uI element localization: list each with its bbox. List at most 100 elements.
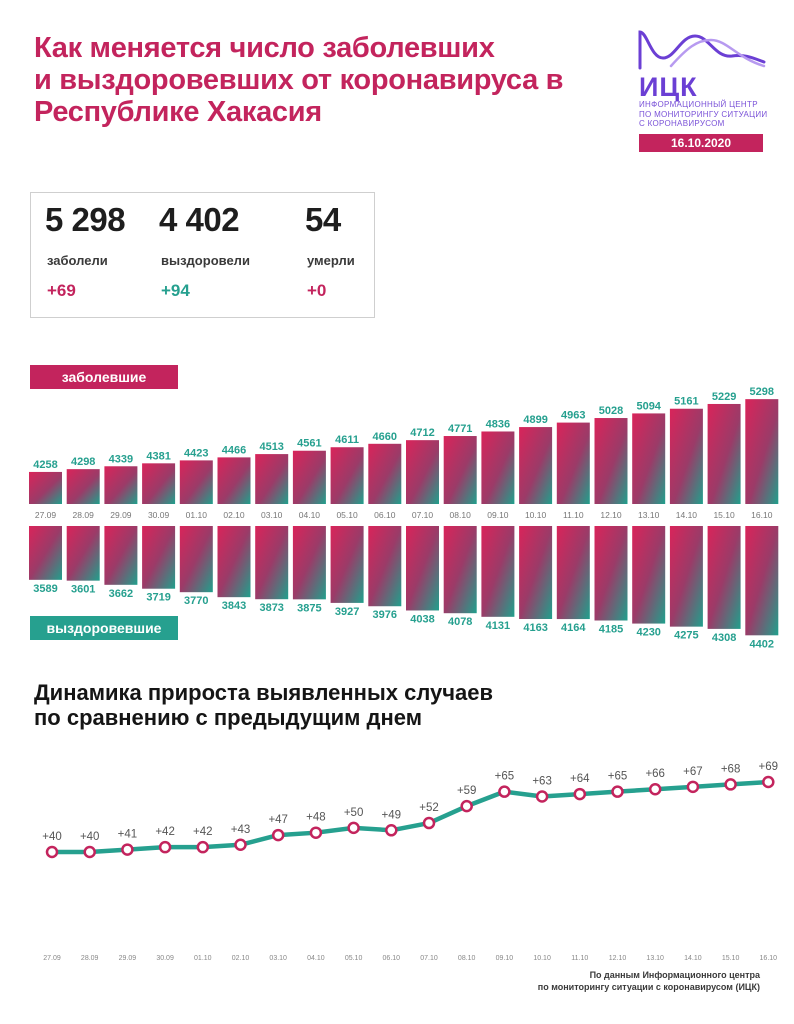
date-tick-label: 07.10 — [412, 510, 434, 520]
cases-value-label: 4660 — [373, 431, 397, 443]
cases-value-label: 4963 — [561, 410, 585, 422]
recovered-value-label: 3843 — [222, 600, 246, 612]
date-tick-label: 28.09 — [73, 510, 95, 520]
increase-value-label: +40 — [80, 831, 100, 843]
increase-value-label: +50 — [344, 807, 364, 819]
increase-point — [309, 826, 323, 839]
date-tick-label: 16.10 — [751, 510, 773, 520]
cases-bar — [406, 440, 439, 504]
cases-bar — [632, 413, 666, 504]
cases-bar — [217, 457, 251, 504]
cases-bar — [594, 418, 628, 504]
line-date-label: 15.10 — [722, 955, 740, 962]
title-line: и выздоровевших от коронавируса в — [34, 64, 564, 96]
cases-bar — [292, 450, 326, 504]
cases-value-label: 4423 — [184, 447, 208, 459]
recovered-value-label: 4164 — [561, 622, 586, 634]
increase-point — [45, 845, 59, 859]
line-chart-title: Динамика прироста выявленных случаев по … — [34, 680, 594, 730]
date-tick-label: 30.09 — [148, 510, 170, 520]
line-date-label: 07.10 — [420, 955, 438, 962]
date-tick-label: 27.09 — [35, 510, 57, 520]
increase-point — [498, 785, 511, 798]
cases-value-label: 4513 — [259, 441, 283, 453]
daily-increase-line-chart: +40 +40 +41 +42 +42 +43 +47 +48 +50 +49 +52 +59 +65 +… — [42, 761, 779, 962]
recovered-bar — [255, 526, 289, 600]
line-date-label: 16.10 — [760, 955, 778, 962]
line-date-label: 27.09 — [43, 955, 61, 962]
increase-value-label: +65 — [495, 771, 515, 783]
recovered-value-label: 4230 — [636, 627, 660, 639]
recovered-bar — [292, 526, 326, 600]
line-date-label: 01.10 — [194, 955, 212, 962]
wave-logo-icon — [638, 30, 766, 70]
date-tick-label: 05.10 — [336, 510, 358, 520]
recovered-bar — [669, 526, 703, 627]
increase-value-label: +69 — [759, 761, 779, 773]
line-date-label: 11.10 — [571, 955, 588, 962]
recovered-bar — [330, 526, 364, 603]
logo-abbr: ИЦК — [639, 72, 698, 102]
recovered-bar — [707, 526, 741, 629]
date-tick-label: 11.10 — [563, 510, 584, 520]
recovered-value-label: 4078 — [448, 616, 472, 628]
increase-value-label: +41 — [118, 829, 138, 841]
recovered-bar — [368, 526, 402, 607]
date-tick-label: 12.10 — [600, 510, 622, 520]
logo-sub-line: ПО МОНИТОРИНГУ СИТУАЦИИ — [639, 109, 768, 119]
recovered-bar — [632, 526, 666, 624]
recovered-value-label: 4402 — [750, 638, 774, 650]
cases-value-label: 4712 — [410, 427, 434, 439]
increase-point — [762, 775, 775, 789]
line-date-label: 28.09 — [81, 955, 99, 962]
source-line: По данным Информационного центра — [589, 970, 760, 980]
cases-bar — [368, 443, 402, 504]
increase-point — [611, 785, 624, 798]
increase-point — [686, 780, 700, 794]
cases-bar — [142, 463, 176, 504]
date-tick-label: 02.10 — [223, 510, 245, 520]
line-date-label: 13.10 — [646, 955, 664, 962]
increase-point — [158, 840, 172, 854]
recovered-bar — [745, 526, 779, 636]
page-title: Как меняется число заболевших и выздоров… — [34, 32, 594, 128]
cases-bar — [330, 447, 364, 504]
increase-point — [234, 838, 247, 852]
recovered-value-label: 4131 — [486, 620, 510, 632]
source-line: по мониторингу ситуации с коронавирусом … — [537, 982, 760, 992]
line-date-label: 05.10 — [345, 955, 363, 962]
increase-value-label: +68 — [721, 763, 741, 775]
cases-value-label: 4561 — [297, 438, 321, 450]
line-date-label: 04.10 — [307, 955, 325, 962]
increase-point — [648, 782, 662, 796]
cases-recovered-bar-chart: 4258 4298 4339 4381 4423 4466 4513 4561 4611 4660… — [29, 386, 779, 650]
stat-label: заболели — [47, 253, 108, 268]
subtitle-line: Динамика прироста выявленных случаев — [34, 680, 494, 705]
recovered-value-label: 3719 — [146, 592, 170, 604]
cases-bar — [255, 454, 289, 504]
cases-value-label: 4899 — [523, 414, 547, 426]
line-date-label: 09.10 — [496, 955, 514, 962]
recovered-bar — [481, 526, 515, 617]
cases-bar — [556, 422, 590, 504]
increase-value-label: +49 — [382, 809, 402, 821]
increase-point — [422, 816, 436, 830]
recovered-bar — [104, 526, 138, 585]
line-date-label: 29.09 — [119, 955, 137, 962]
logo: ИЦК ИНФОРМАЦИОННЫЙ ЦЕНТР ПО МОНИТОРИНГУ … — [637, 28, 767, 158]
stat-label: умерли — [307, 253, 355, 268]
date-tick-label: 29.09 — [110, 510, 132, 520]
stat-change: +69 — [47, 281, 76, 300]
date-badge: 16.10.2020 — [639, 134, 763, 152]
line-date-label: 08.10 — [458, 955, 476, 962]
cases-value-label: 4771 — [448, 423, 472, 435]
stat-value: 5 298 — [45, 201, 126, 238]
subtitle-line: по сравнению с предыдущим днем — [34, 705, 422, 730]
logo-subtitle: ИНФОРМАЦИОННЫЙ ЦЕНТР ПО МОНИТОРИНГУ СИТУ… — [639, 100, 767, 129]
increase-point — [724, 778, 737, 791]
cases-value-label: 5298 — [750, 386, 774, 398]
cases-value-label: 4836 — [486, 418, 510, 430]
logo-sub-line: ИНФОРМАЦИОННЫЙ ЦЕНТР — [639, 100, 758, 109]
increase-value-label: +63 — [532, 775, 552, 787]
date-tick-label: 06.10 — [374, 510, 396, 520]
